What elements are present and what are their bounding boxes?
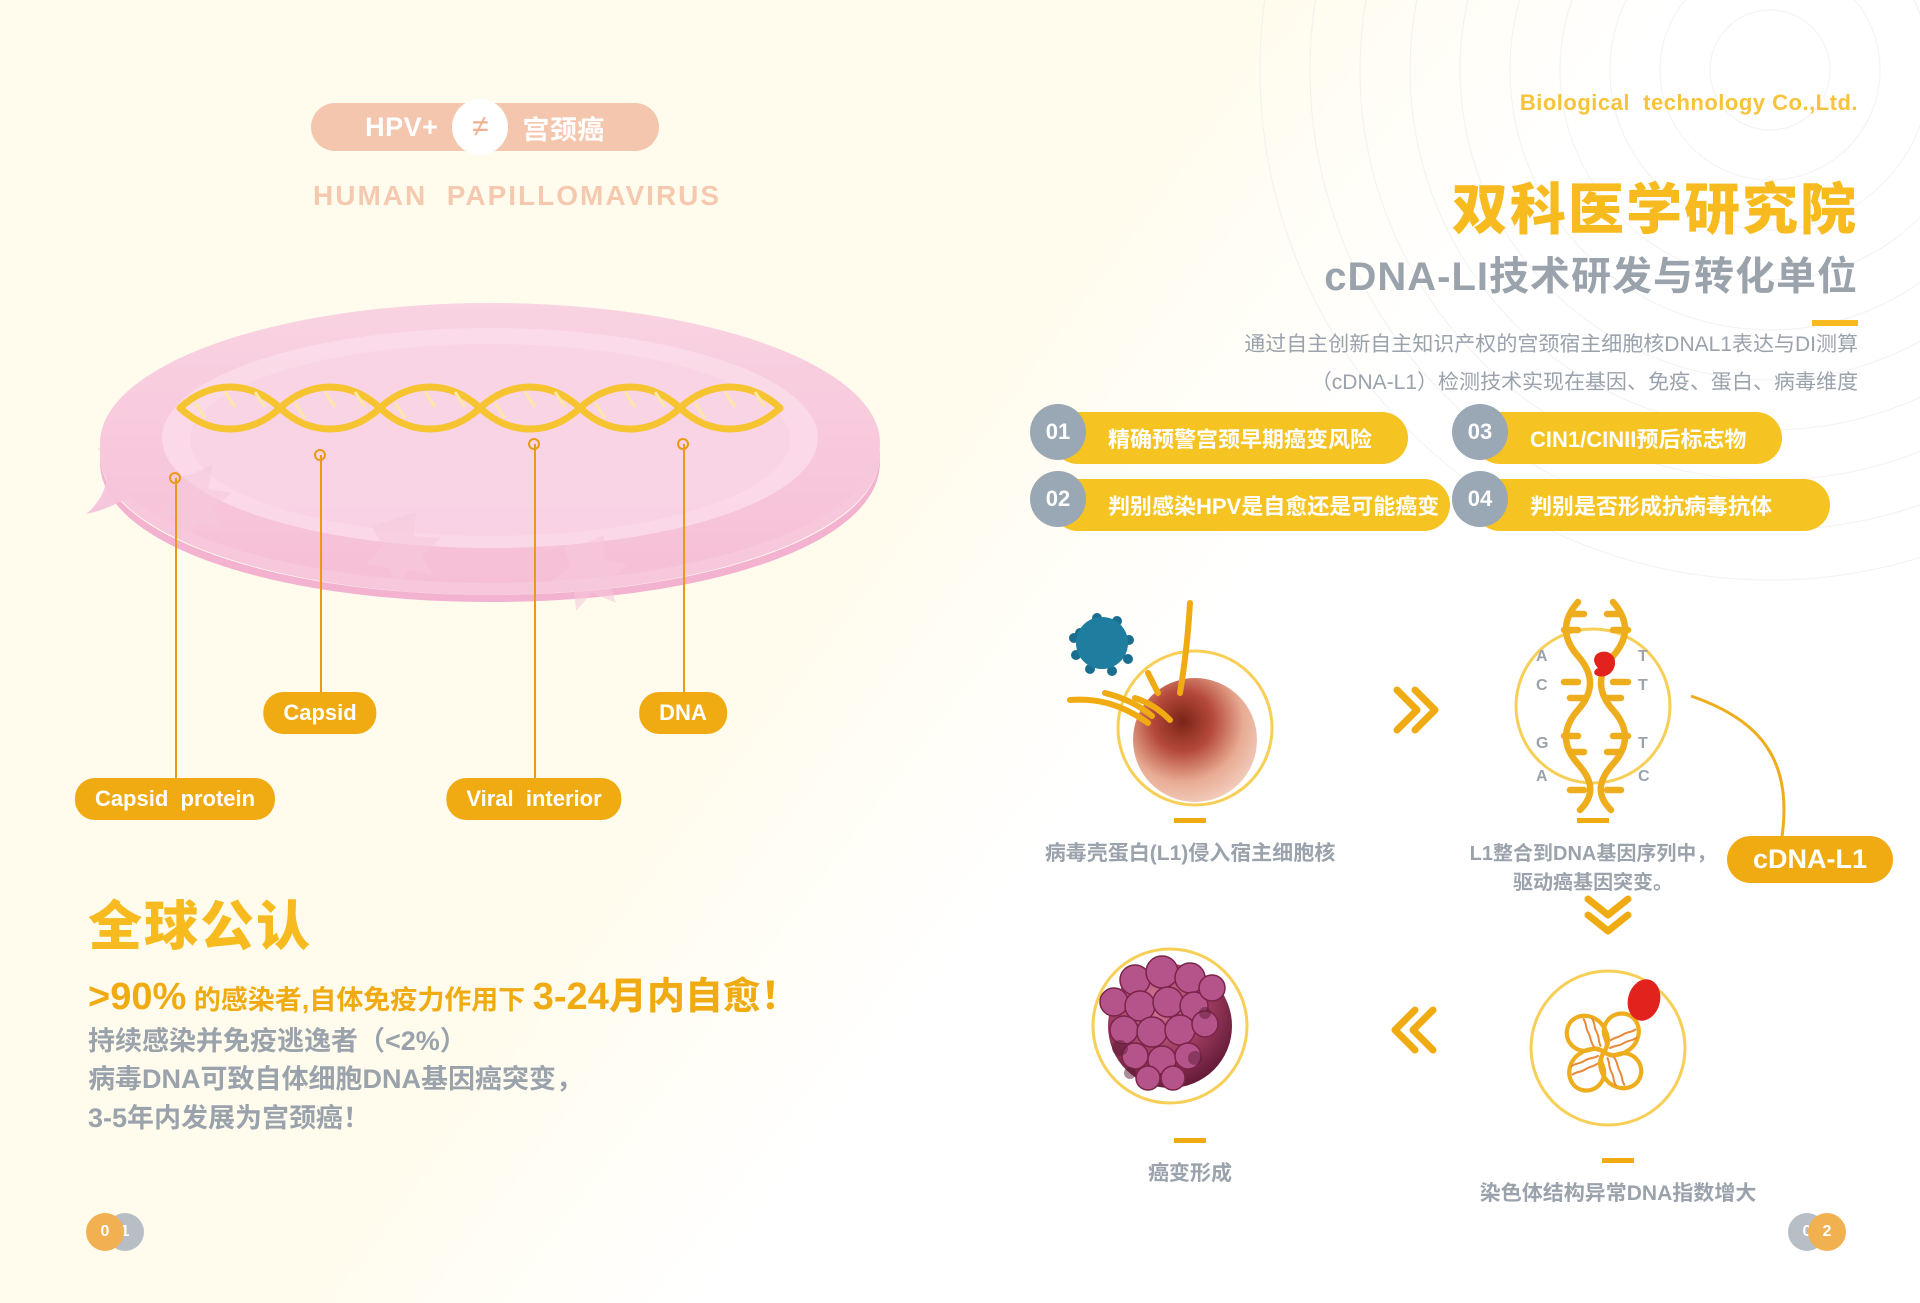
svg-text:A: A xyxy=(1536,648,1548,665)
svg-text:C: C xyxy=(1638,768,1650,785)
svg-text:T: T xyxy=(1638,648,1648,665)
svg-text:A: A xyxy=(1536,768,1548,785)
svg-text:C: C xyxy=(1536,677,1548,694)
svg-text:G: G xyxy=(1536,735,1548,752)
svg-text:T: T xyxy=(1638,735,1648,752)
svg-text:T: T xyxy=(1638,677,1648,694)
